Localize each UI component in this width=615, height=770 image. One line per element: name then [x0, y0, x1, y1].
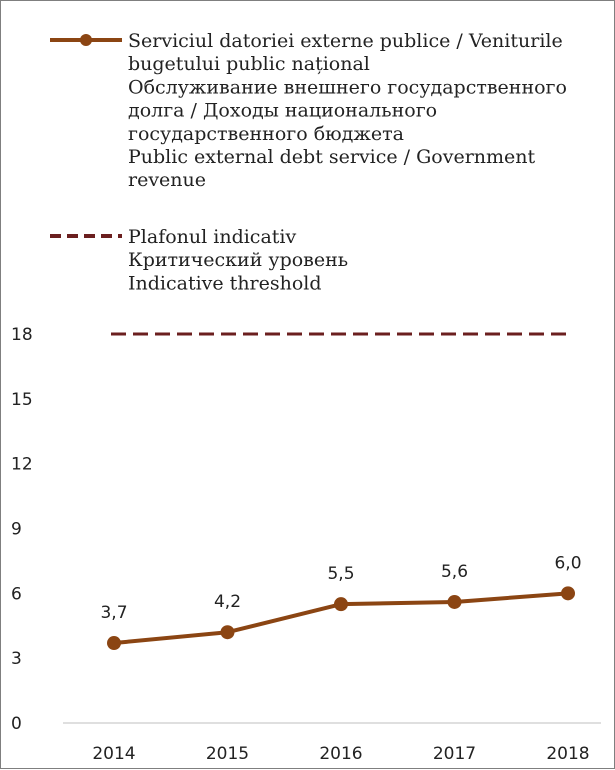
series-point — [107, 636, 121, 651]
data-label: 5,6 — [441, 562, 468, 582]
data-label: 4,2 — [214, 592, 241, 612]
x-tick-label: 2017 — [433, 744, 476, 764]
y-tick-label: 15 — [11, 390, 33, 410]
legend: Serviciul datoriei externe publice / Ven… — [50, 30, 567, 294]
series-group — [107, 332, 575, 651]
y-tick-label: 18 — [11, 325, 33, 345]
x-tick-label: 2015 — [206, 744, 249, 764]
y-tick-label: 3 — [11, 649, 22, 669]
data-label: 3,7 — [100, 603, 127, 623]
series-point — [334, 597, 348, 612]
legend-text-threshold-line: Indicative threshold — [128, 272, 322, 294]
axes: 0 3 6 9 12 15 18 2014 2015 2016 2017 2018 — [11, 325, 601, 764]
legend-swatch-marker-series — [80, 34, 92, 46]
data-label: 6,0 — [554, 553, 581, 573]
legend-text-series-line: Serviciul datoriei externe publice / Ven… — [128, 30, 563, 52]
legend-text-series-line: Обслуживание внешнего государственного — [128, 76, 567, 98]
legend-text-threshold-line: Plafonul indicativ — [128, 226, 296, 248]
legend-text-series-line: bugetului public național — [128, 53, 370, 75]
legend-text-series-line: государственного бюджета — [128, 123, 404, 145]
y-tick-label: 12 — [11, 455, 33, 475]
legend-text-series-line: долга / Доходы национального — [128, 100, 437, 122]
legend-text-series-line: revenue — [128, 169, 206, 191]
series-point — [447, 594, 462, 609]
x-tick-label: 2016 — [319, 744, 362, 764]
x-tick-label: 2018 — [546, 744, 589, 764]
x-tick-label: 2014 — [92, 744, 135, 764]
series-point — [220, 625, 235, 640]
y-tick-label: 6 — [11, 584, 22, 604]
series-point — [561, 586, 575, 601]
legend-text-series-line: Public external debt service / Governmen… — [128, 146, 536, 168]
y-tick-label: 0 — [11, 714, 22, 734]
data-label: 5,5 — [327, 564, 354, 584]
legend-text-threshold-line: Критический уровень — [128, 249, 348, 271]
y-tick-label: 9 — [11, 520, 22, 540]
data-labels: 3,7 4,2 5,5 5,6 6,0 — [100, 553, 581, 623]
